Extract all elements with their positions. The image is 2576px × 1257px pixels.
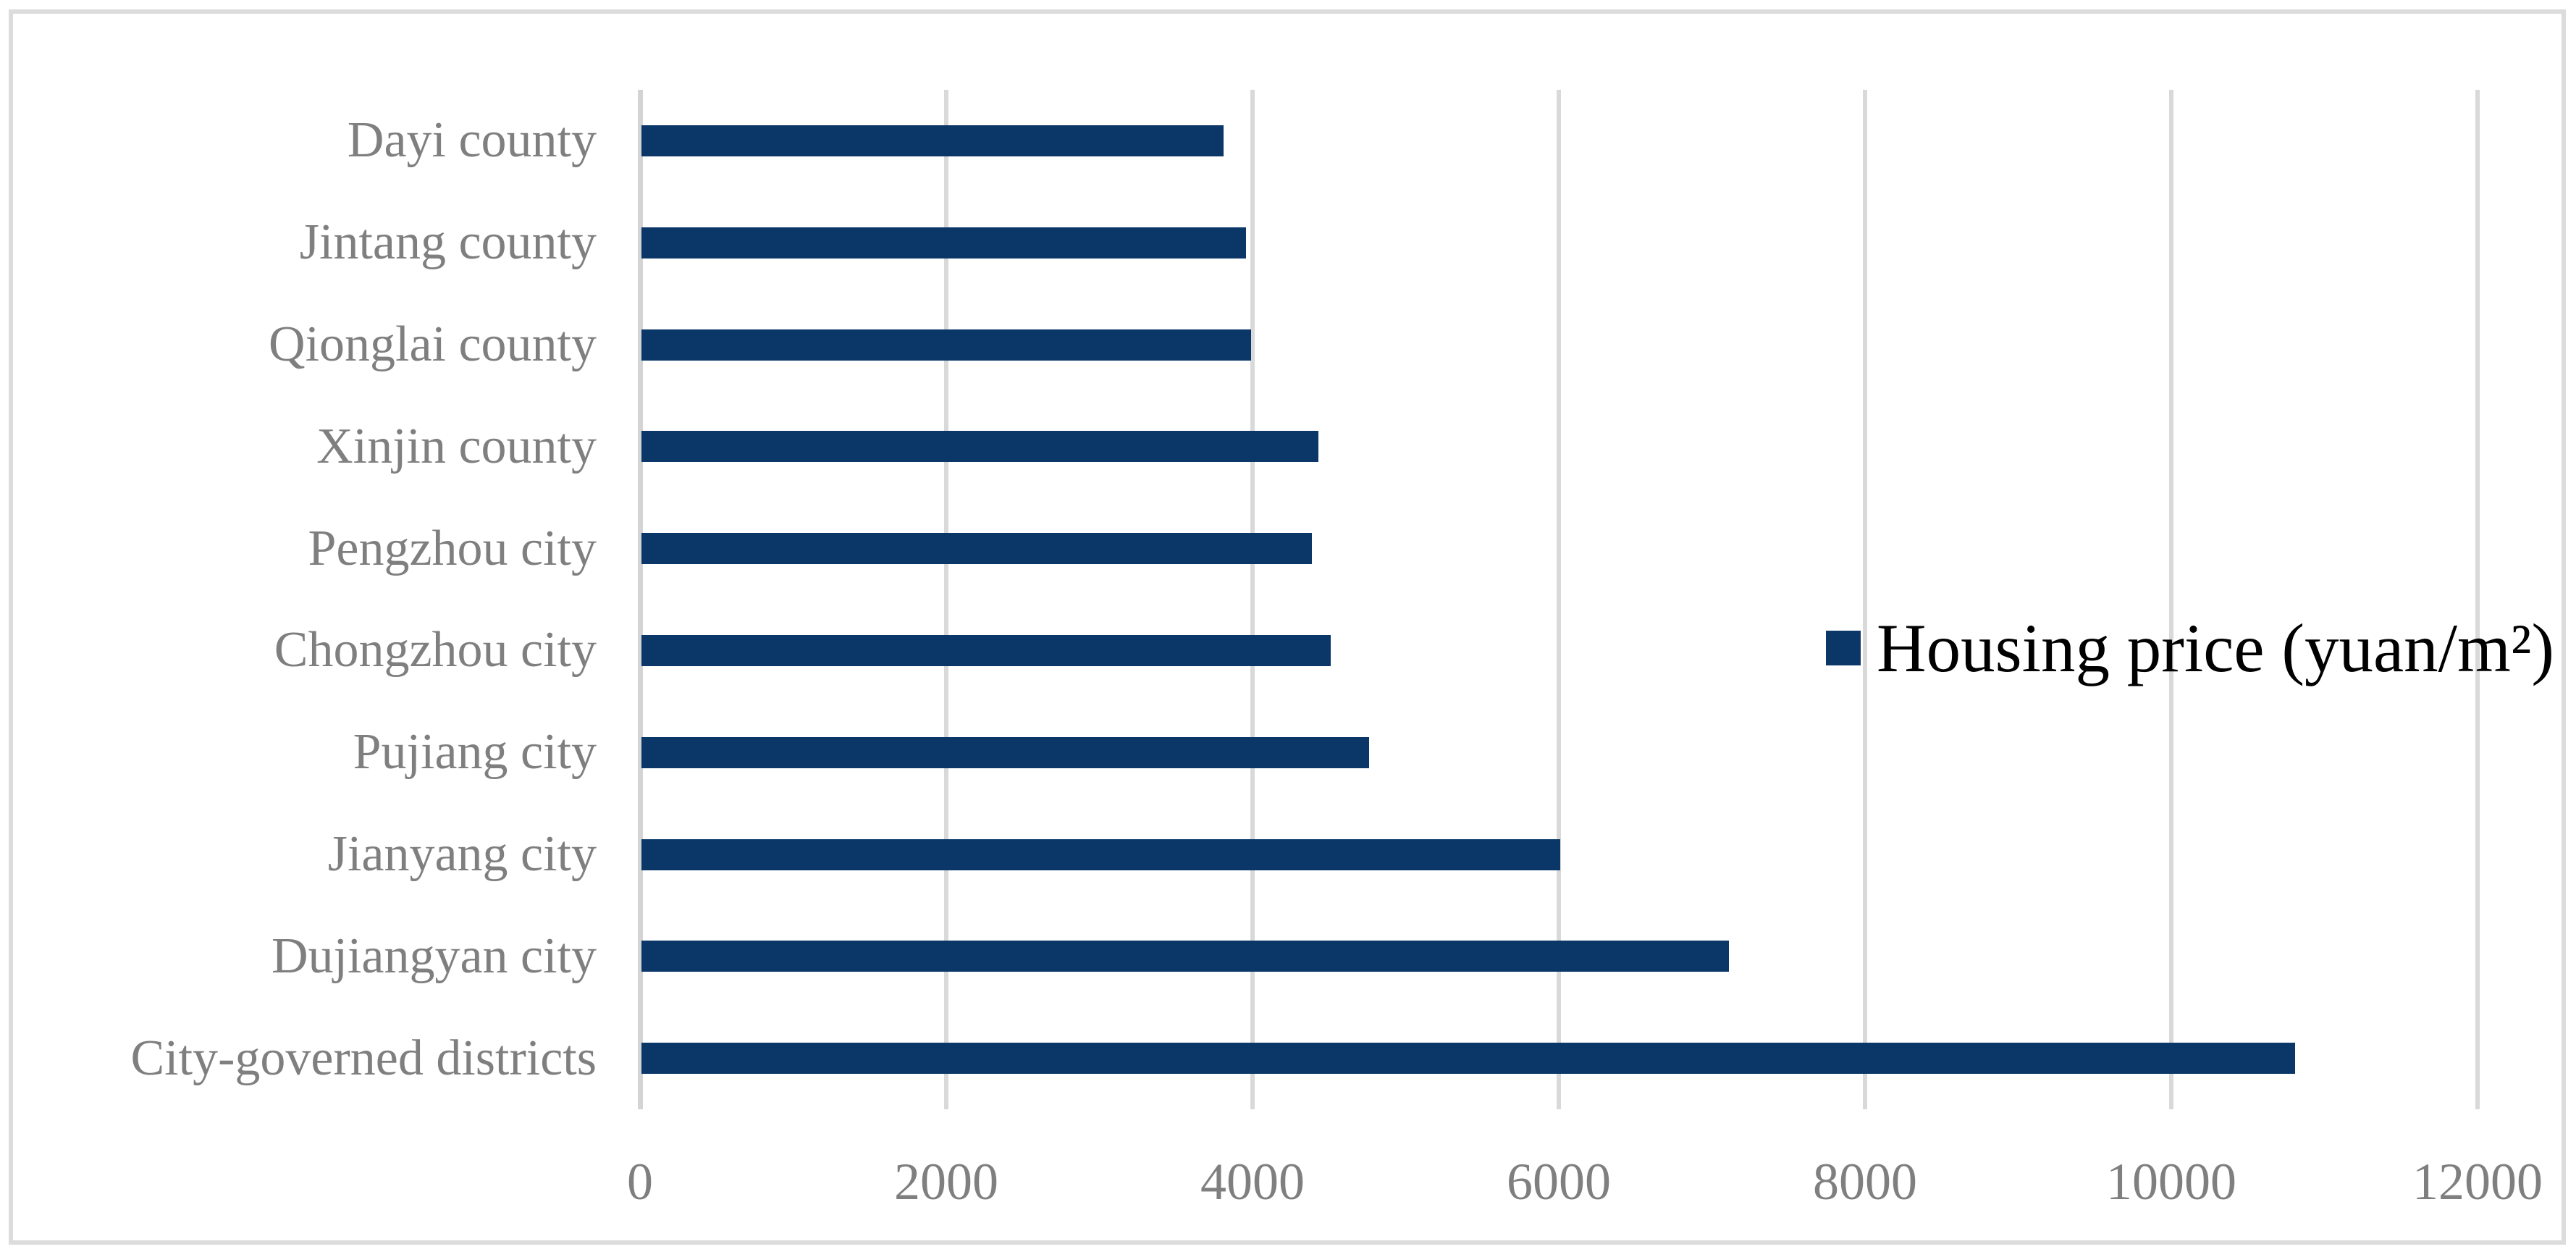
bar <box>641 227 1246 258</box>
bar <box>641 838 1560 870</box>
x-tick-label: 2000 <box>894 1153 998 1211</box>
legend-marker-swatch <box>1826 631 1861 665</box>
x-tick-label: 10000 <box>2106 1153 2236 1211</box>
bar <box>641 1043 2295 1075</box>
bar <box>641 736 1369 768</box>
category-label: Xinjin county <box>316 418 597 474</box>
x-tick-label: 8000 <box>1813 1153 1917 1211</box>
x-tick-label: 0 <box>627 1153 653 1211</box>
x-tick-label: 4000 <box>1200 1153 1305 1211</box>
gridline-x-10000 <box>2169 90 2173 1109</box>
category-label: Jianyang city <box>327 826 597 882</box>
bar <box>641 533 1312 565</box>
gridline-x-2000 <box>944 90 948 1109</box>
legend: Housing price (yuan/m²) <box>1826 610 2554 686</box>
category-label: Dujiangyan city <box>271 928 597 984</box>
category-label: Pengzhou city <box>308 520 597 576</box>
category-label: City-governed districts <box>130 1030 597 1086</box>
x-tick-label: 12000 <box>2412 1153 2543 1211</box>
y-axis-line <box>638 90 643 1109</box>
gridline-x-4000 <box>1250 90 1255 1109</box>
category-label: Jintang county <box>299 214 597 271</box>
x-tick-label: 6000 <box>1507 1153 1611 1211</box>
chart-figure: Dayi county Jintang county Qionglai county… <box>9 9 2566 1245</box>
bar <box>641 634 1331 666</box>
gridline-x-12000 <box>2475 90 2480 1109</box>
category-label: Pujiang city <box>353 724 597 781</box>
legend-label: Housing price (yuan/m²) <box>1877 610 2555 686</box>
category-label: Qionglai county <box>269 316 597 372</box>
bar <box>641 329 1251 361</box>
category-label: Dayi county <box>347 112 597 169</box>
category-label: Chongzhou city <box>274 622 597 678</box>
bar <box>641 125 1224 156</box>
bar <box>641 431 1318 463</box>
bar <box>641 941 1729 972</box>
gridline-x-8000 <box>1863 90 1867 1109</box>
gridline-x-6000 <box>1557 90 1561 1109</box>
